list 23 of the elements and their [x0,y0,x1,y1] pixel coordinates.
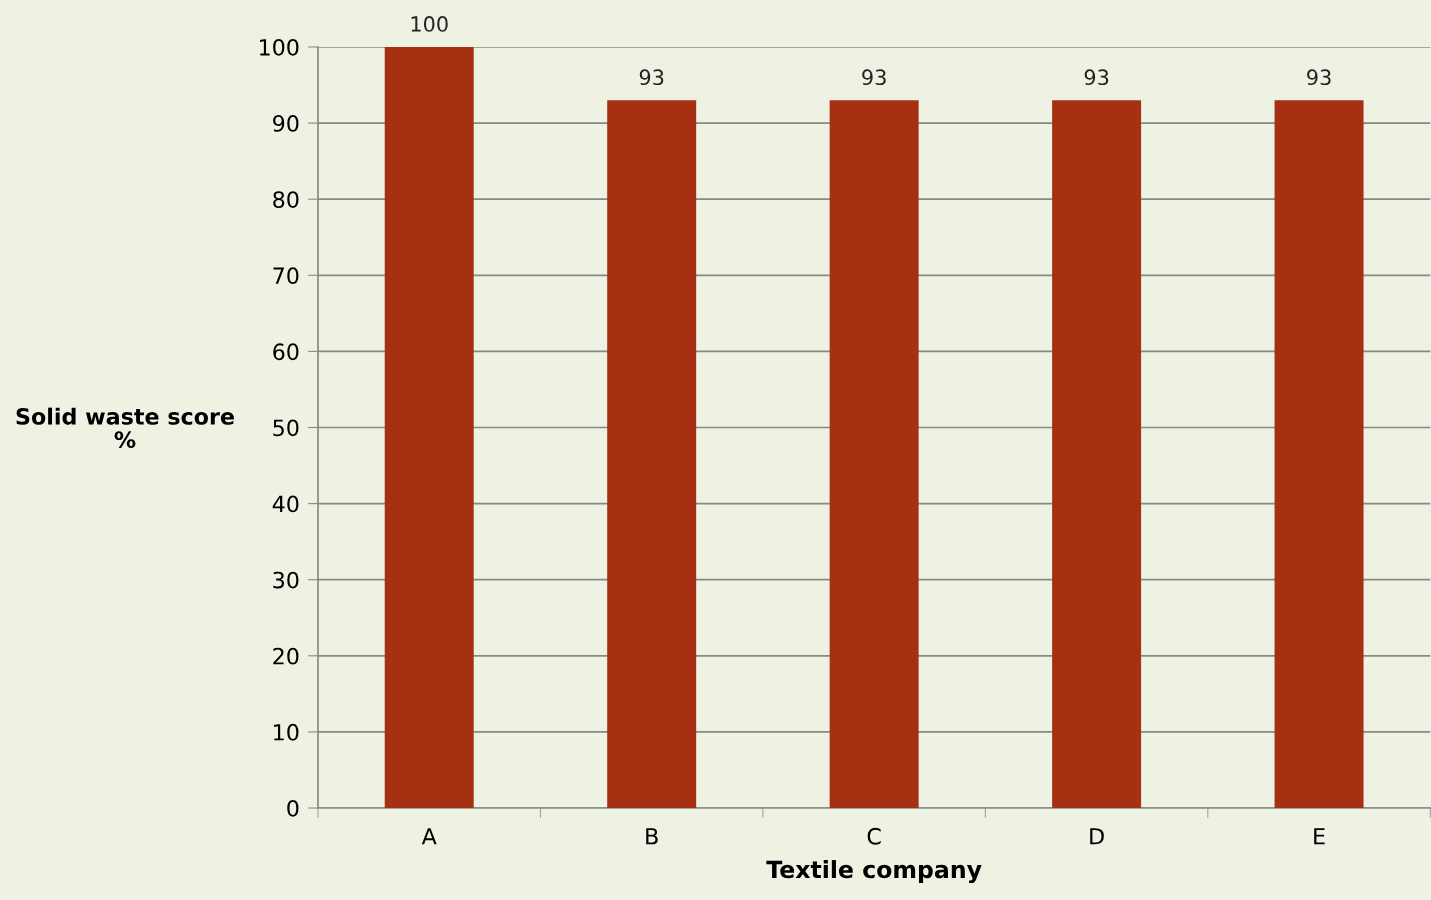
y-axis-title: Solid waste score % [16,407,234,449]
data-label: 100 [411,16,448,32]
data-label: 93 [862,69,886,86]
y-tick-label: 50 [273,419,299,437]
y-tick-label: 80 [273,191,299,208]
y-tick-label: 10 [274,723,299,741]
data-label: 93 [1084,69,1109,86]
x-axis-title: Textile company [766,860,982,884]
x-tick-label: E [1314,828,1325,845]
data-label: 93 [639,69,664,86]
x-tick-label: B [646,828,658,845]
x-tick-label: D [1090,828,1104,845]
y-tick-label: 0 [287,799,299,817]
y-tick-label: 30 [273,571,299,589]
y-tick-label: 70 [273,267,299,285]
y-tick-label: 100 [259,38,299,56]
y-tick-label: 60 [273,343,299,361]
y-tick-label: 20 [273,647,299,665]
x-tick-label: A [421,828,437,845]
y-tick-label: 90 [273,115,299,132]
data-label: 93 [1307,69,1331,86]
y-tick-label: 40 [272,495,299,513]
x-tick-label: C [867,827,881,845]
